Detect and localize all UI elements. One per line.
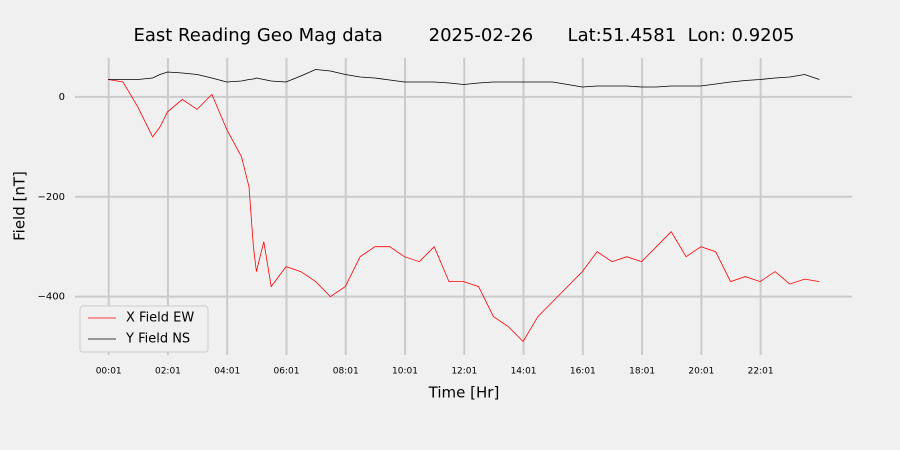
legend-box	[79, 305, 209, 353]
x-tick-label: 08:01	[333, 367, 359, 377]
x-tick-label: 20:01	[688, 367, 714, 377]
y-tick-label: 0	[59, 92, 65, 103]
legend-label: Y Field NS	[125, 332, 190, 347]
x-tick-label: 14:01	[511, 367, 537, 377]
x-tick-label: 16:01	[570, 367, 596, 377]
x-tick-label: 02:01	[155, 367, 181, 377]
chart-title: East Reading Geo Mag data 2025-02-26 Lat…	[133, 25, 794, 46]
x-tick-label: 00:01	[96, 367, 122, 377]
series-line	[108, 79, 820, 343]
x-tick-label: 10:01	[392, 367, 418, 377]
y-tick-label: −200	[38, 192, 65, 203]
x-tick-label: 22:01	[748, 367, 774, 377]
series-line	[108, 69, 820, 88]
legend-label: X Field EW	[126, 311, 194, 326]
x-axis-label: Time [Hr]	[428, 384, 500, 402]
y-axis-label: Field [nT]	[11, 171, 29, 241]
y-tick-label: −400	[38, 292, 65, 303]
x-tick-label: 06:01	[274, 367, 300, 377]
x-tick-label: 18:01	[629, 367, 655, 377]
x-tick-label: 04:01	[214, 367, 240, 377]
x-tick-label: 12:01	[451, 367, 477, 377]
